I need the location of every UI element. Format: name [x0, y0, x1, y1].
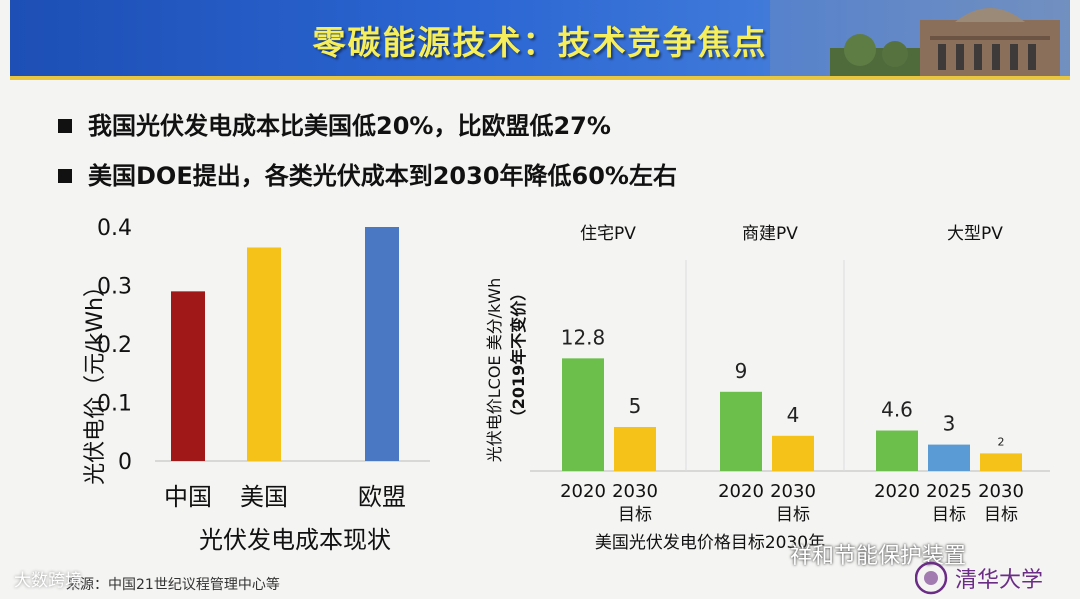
source-note: 来源：中国21世纪议程管理中心等 — [66, 577, 280, 593]
china-cost-bar-chart: 光伏电价（元/kWh） 0.4 0.3 0.2 0.1 0 中国 美国 欧盟 光伏发电成本现… — [83, 216, 430, 554]
y-axis-label: 光伏电价LCOE 美分/kWh — [485, 278, 504, 463]
bullet-item: 我国光伏发电成本比美国低20%，比欧盟低27% — [58, 108, 677, 144]
bar — [171, 291, 205, 461]
group-label: 商建PV — [742, 224, 798, 244]
bullet-square-icon — [58, 169, 72, 183]
group-label: 住宅PV — [580, 224, 636, 244]
bar — [365, 227, 399, 461]
y-tick-label: 0 — [118, 450, 132, 475]
bar — [720, 391, 762, 471]
x-tick-label: 中国 — [164, 483, 212, 511]
data-label: 4 — [787, 403, 800, 427]
y-axis-label-secondary: （2019年不变价） — [509, 285, 528, 426]
x-tick-label: 2030 — [978, 481, 1024, 502]
svg-text:清华大学: 清华大学 — [955, 568, 1043, 593]
bar — [772, 435, 814, 471]
bar — [928, 444, 970, 471]
bar — [562, 358, 604, 471]
x-tick-label: 欧盟 — [358, 483, 406, 511]
y-tick-label: 0.2 — [97, 333, 132, 358]
y-tick-label: 0.1 — [97, 392, 132, 417]
x-tick-sublabel: 目标 — [776, 505, 810, 525]
data-label: 12.8 — [561, 325, 606, 349]
data-label: 9 — [735, 359, 748, 383]
x-tick-label: 2020 — [874, 481, 920, 502]
x-axis-label: 光伏发电成本现状 — [199, 526, 391, 554]
y-axis-label: 光伏电价（元/kWh） — [83, 275, 108, 485]
x-tick-label: 2020 — [718, 481, 764, 502]
x-tick-label: 2020 — [560, 481, 606, 502]
x-tick-sublabel: 目标 — [618, 505, 652, 525]
bullet-item: 美国DOE提出，各类光伏成本到2030年降低60%左右 — [58, 158, 677, 194]
x-tick-label: 2025 — [926, 481, 972, 502]
building-icon — [770, 0, 1070, 76]
bullet-text: 美国DOE提出，各类光伏成本到2030年降低60%左右 — [88, 162, 677, 190]
us-target-bar-chart: 光伏电价LCOE 美分/kWh （2019年不变价） 住宅PV 12.8 2020 5… — [485, 224, 1050, 553]
x-tick-sublabel: 目标 — [932, 505, 966, 525]
bullet-text: 我国光伏发电成本比美国低20%，比欧盟低27% — [88, 112, 611, 140]
x-tick-label: 2030 — [770, 481, 816, 502]
data-label: 4.6 — [881, 398, 913, 422]
group-label: 大型PV — [947, 224, 1003, 244]
data-label: 2 — [998, 435, 1005, 448]
bullet-list: 我国光伏发电成本比美国低20%，比欧盟低27% 美国DOE提出，各类光伏成本到2… — [58, 108, 677, 208]
x-tick-sublabel: 目标 — [984, 505, 1018, 525]
x-axis-label: 美国光伏发电价格目标2030年 — [595, 533, 825, 553]
page-title: 零碳能源技术：技术竞争焦点 — [312, 23, 768, 62]
bullet-square-icon — [58, 119, 72, 133]
y-tick-label: 0.4 — [97, 216, 132, 241]
bar — [614, 427, 656, 471]
y-tick-label: 0.3 — [97, 275, 132, 300]
bar — [980, 453, 1022, 471]
watermark-left: 大数跨境 — [14, 571, 82, 591]
data-label: 3 — [943, 412, 956, 436]
x-tick-label: 2030 — [612, 481, 658, 502]
university-logo: 清华大学 — [915, 561, 1043, 595]
x-tick-label: 美国 — [240, 483, 288, 511]
bar — [876, 430, 918, 471]
bar — [247, 247, 281, 461]
data-label: 5 — [629, 394, 642, 418]
slide-header: 零碳能源技术：技术竞争焦点 — [10, 0, 1070, 80]
